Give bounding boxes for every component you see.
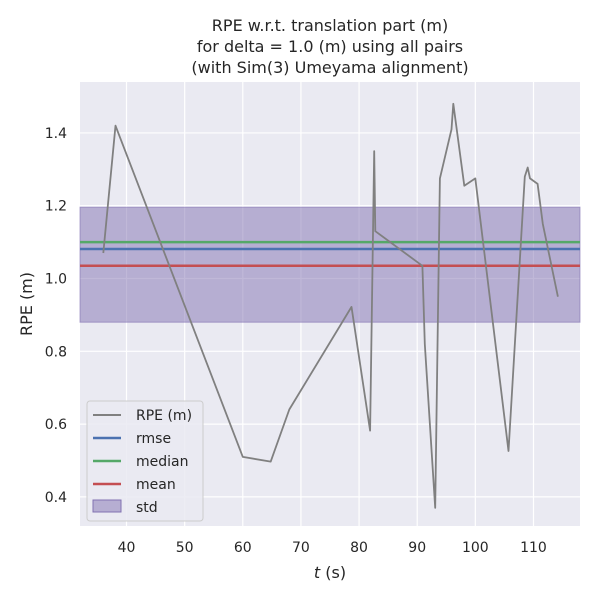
- x-axis-label-var: t: [314, 563, 321, 582]
- legend: RPE (m) rmse median mean std: [86, 400, 204, 522]
- title-line-2: for delta = 1.0 (m) using all pairs: [197, 37, 463, 56]
- y-tick-label: 1.2: [45, 199, 67, 215]
- chart-title: RPE w.r.t. translation part (m) for delt…: [191, 16, 468, 77]
- x-tick-label: 40: [118, 540, 136, 556]
- y-tick-label: 0.8: [45, 344, 67, 360]
- title-line-3: (with Sim(3) Umeyama alignment): [191, 58, 468, 77]
- y-tick-label: 1.0: [45, 272, 67, 288]
- x-axis-label-unit: (s): [320, 563, 346, 582]
- rpe-series-line: [102, 102, 559, 509]
- y-tick-label: 0.4: [45, 490, 67, 506]
- legend-label-rmse: rmse: [136, 431, 171, 447]
- x-tick-label: 60: [234, 540, 252, 556]
- y-tick-label: 1.4: [45, 126, 67, 142]
- legend-label-median: median: [136, 454, 188, 470]
- x-tick-label: 50: [176, 540, 194, 556]
- x-tick-label: 80: [350, 540, 368, 556]
- x-axis-label: t (s): [314, 563, 346, 582]
- legend-box: [86, 400, 204, 522]
- x-tick-label: 100: [462, 540, 489, 556]
- legend-label-mean: mean: [136, 477, 176, 493]
- x-tick-labels: 40 50 60 70 80 90 100 110: [118, 540, 547, 556]
- x-tick-label: 110: [520, 540, 547, 556]
- y-axis-label: RPE (m): [17, 272, 36, 336]
- y-tick-label: 0.6: [45, 417, 67, 433]
- legend-label-rpe: RPE (m): [136, 408, 192, 424]
- y-tick-labels: 0.4 0.6 0.8 1.0 1.2 1.4: [45, 126, 67, 506]
- title-line-1: RPE w.r.t. translation part (m): [212, 16, 448, 35]
- x-tick-label: 90: [408, 540, 426, 556]
- legend-swatch-std: [92, 499, 122, 513]
- x-tick-label: 70: [292, 540, 310, 556]
- series-layer: [102, 102, 559, 509]
- legend-label-std: std: [136, 500, 158, 516]
